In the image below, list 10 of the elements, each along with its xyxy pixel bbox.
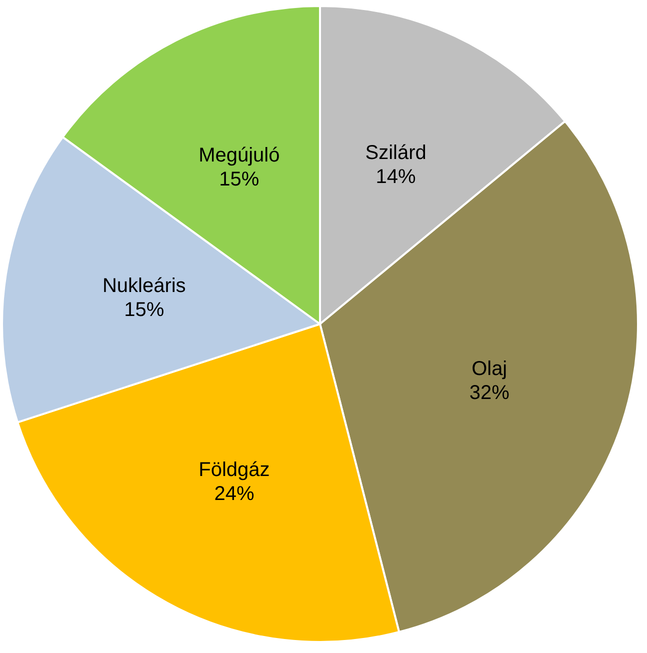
slice-label: Megújuló (198, 144, 280, 166)
slice-label: Szilárd (365, 142, 426, 164)
slice-label: Földgáz (198, 459, 270, 482)
data-label: 14% (376, 166, 416, 188)
data-label: 24% (214, 483, 254, 506)
data-label: 15% (219, 168, 260, 190)
data-label: 15% (124, 299, 164, 322)
data-label: 32% (469, 382, 510, 404)
slice-label: Olaj (472, 358, 508, 380)
slice-label: Nukleáris (102, 275, 186, 298)
